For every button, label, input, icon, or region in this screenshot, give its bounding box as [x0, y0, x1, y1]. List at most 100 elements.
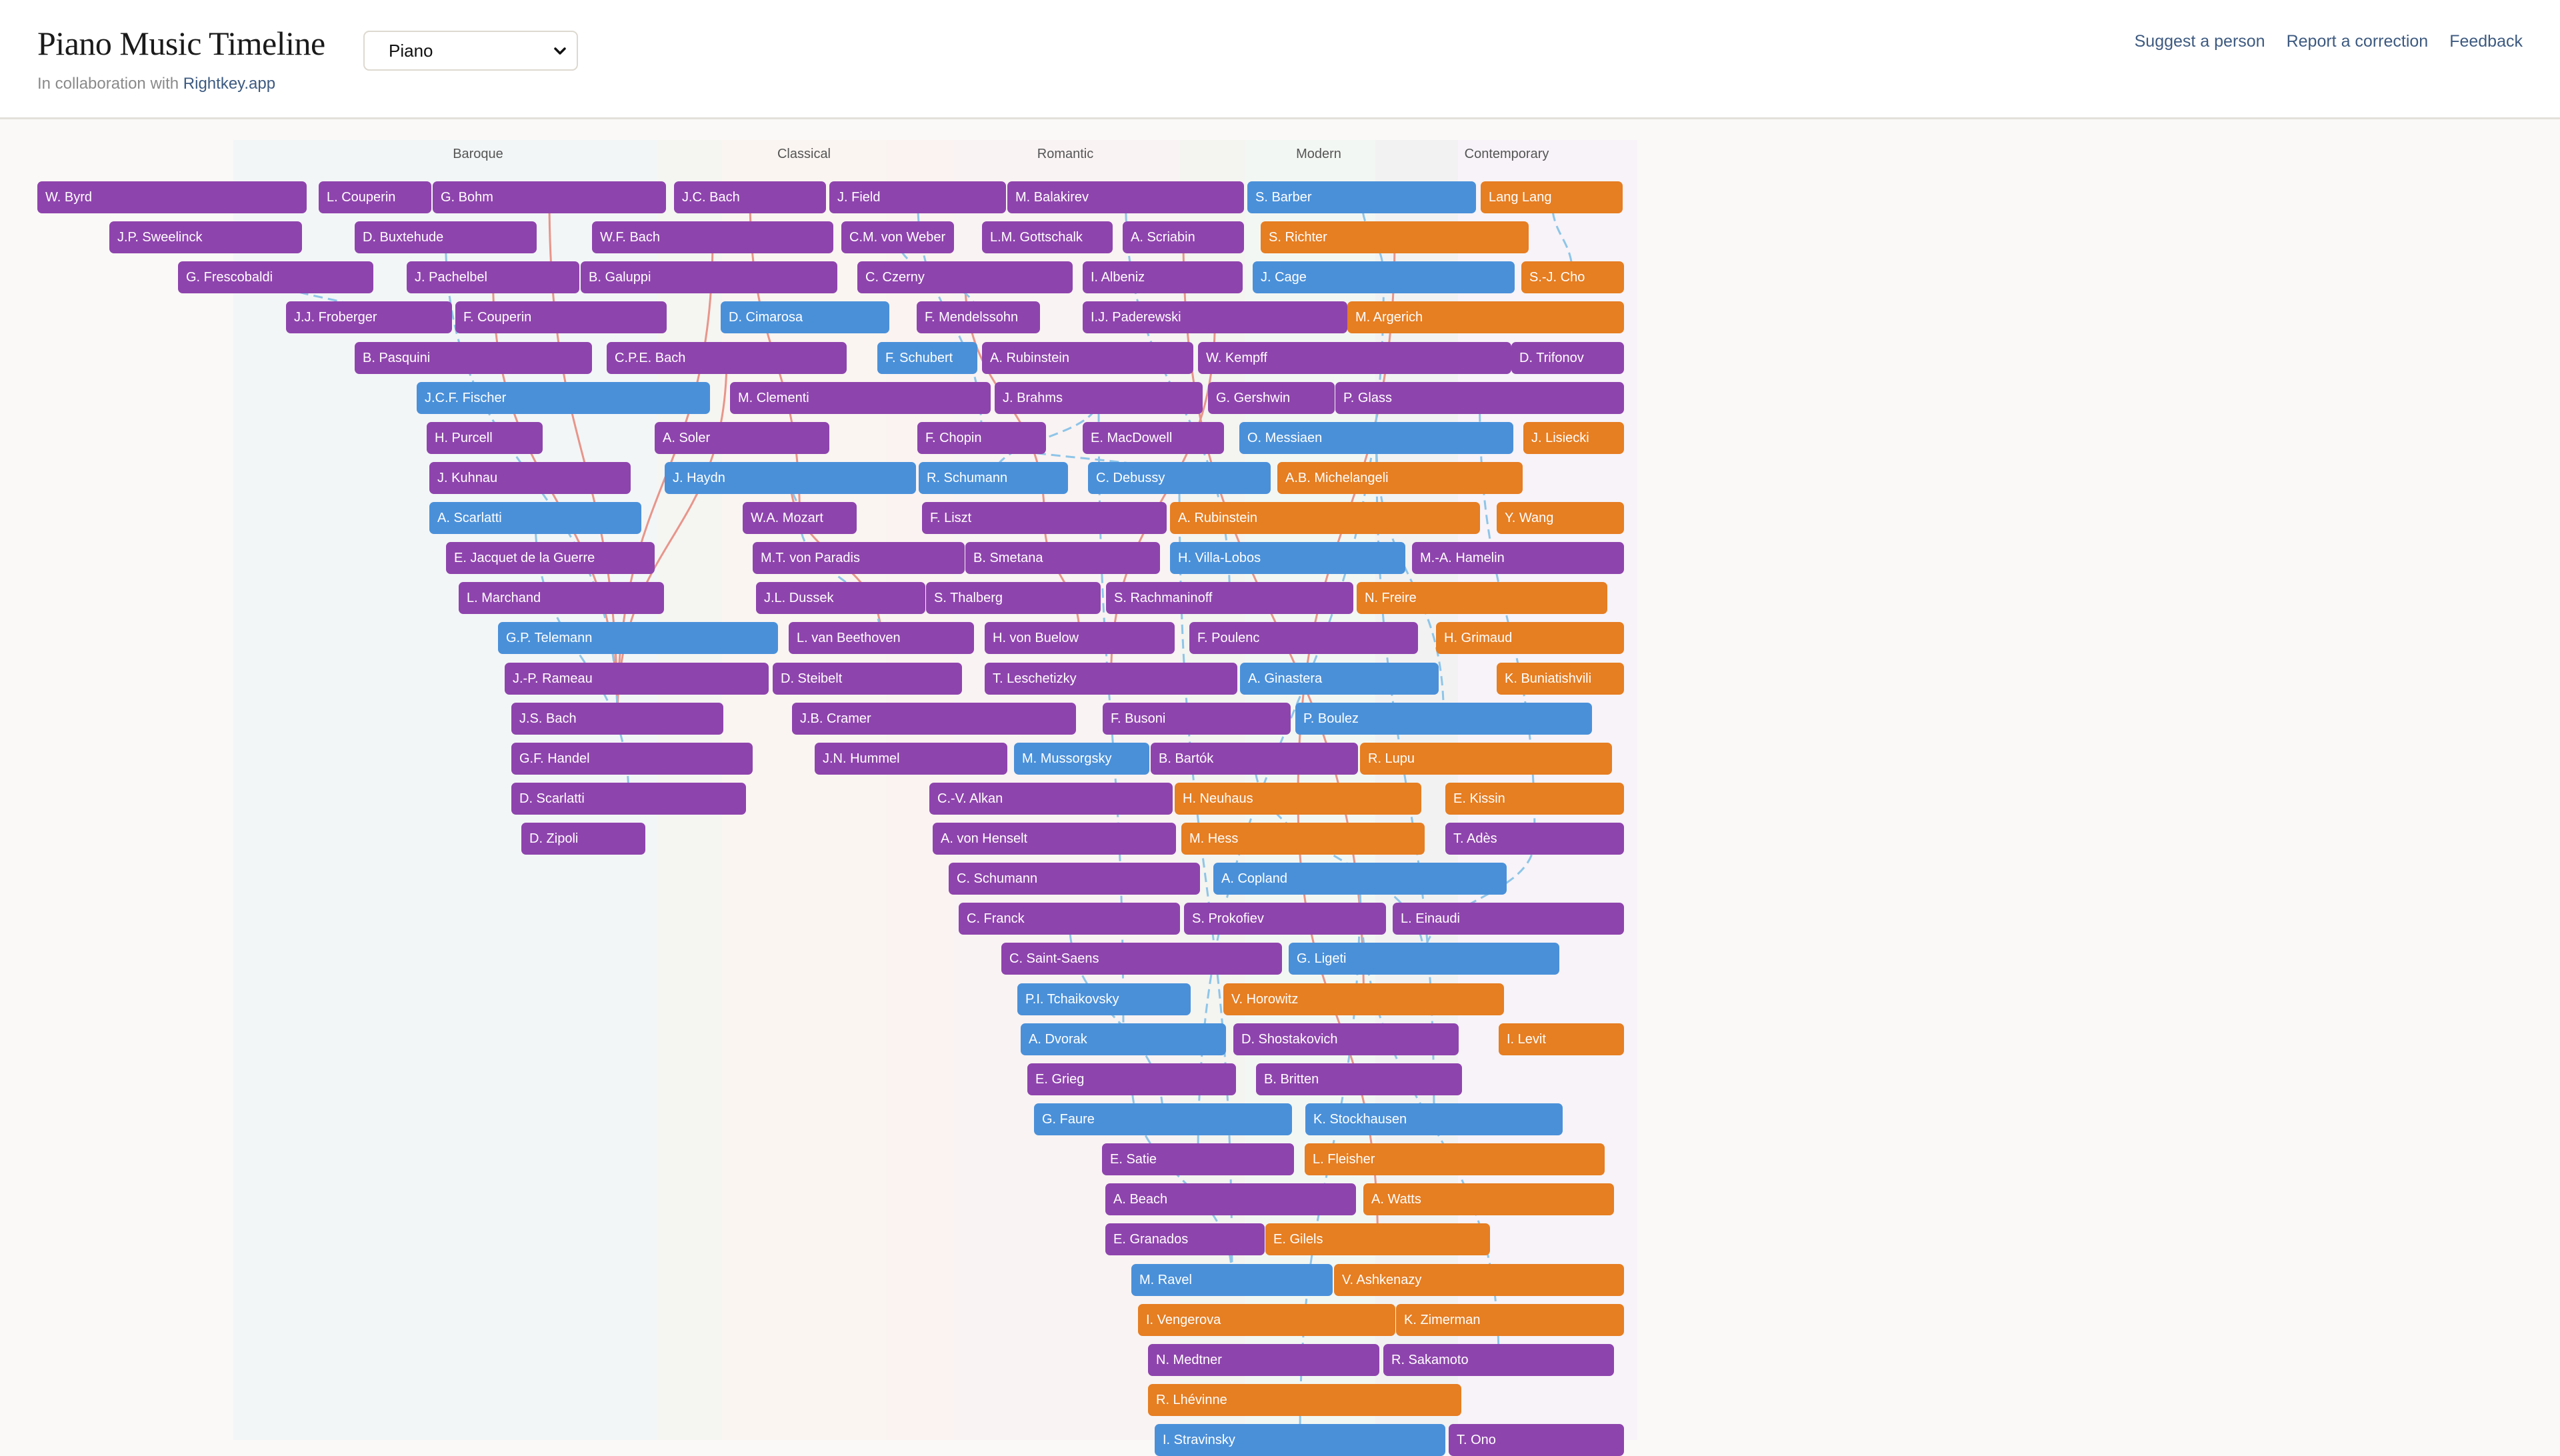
person-bar[interactable]: M. Mussorgsky [1014, 743, 1149, 775]
person-bar[interactable]: C. Schumann [949, 863, 1200, 895]
person-bar[interactable]: C. Debussy [1088, 462, 1271, 494]
person-bar[interactable]: B. Smetana [965, 542, 1160, 574]
person-bar[interactable]: A. Rubinstein [1170, 502, 1480, 534]
person-bar[interactable]: H. Grimaud [1436, 622, 1624, 654]
person-bar[interactable]: M. Argerich [1347, 301, 1624, 333]
person-bar[interactable]: I. Vengerova [1138, 1304, 1395, 1336]
person-bar[interactable]: J.C. Bach [674, 181, 826, 213]
person-bar[interactable]: W.A. Mozart [743, 502, 857, 534]
person-bar[interactable]: S. Barber [1247, 181, 1476, 213]
person-bar[interactable]: C. Saint-Saens [1001, 943, 1282, 975]
person-bar[interactable]: M. Ravel [1131, 1264, 1333, 1296]
person-bar[interactable]: O. Messiaen [1239, 422, 1513, 454]
person-bar[interactable]: F. Liszt [922, 502, 1167, 534]
person-bar[interactable]: E. Jacquet de la Guerre [446, 542, 655, 574]
person-bar[interactable]: M. Balakirev [1007, 181, 1244, 213]
person-bar[interactable]: R. Lhévinne [1148, 1384, 1461, 1416]
person-bar[interactable]: S. Richter [1261, 221, 1529, 253]
person-bar[interactable]: J.C.F. Fischer [417, 382, 710, 414]
person-bar[interactable]: D. Scarlatti [511, 783, 746, 815]
person-bar[interactable]: S.-J. Cho [1521, 261, 1624, 293]
person-bar[interactable]: S. Thalberg [926, 582, 1101, 614]
person-bar[interactable]: F. Poulenc [1189, 622, 1418, 654]
person-bar[interactable]: R. Schumann [919, 462, 1068, 494]
person-bar[interactable]: G. Frescobaldi [178, 261, 373, 293]
person-bar[interactable]: D. Buxtehude [355, 221, 537, 253]
person-bar[interactable]: T. Ono [1449, 1424, 1624, 1456]
person-bar[interactable]: E. Satie [1102, 1143, 1294, 1175]
person-bar[interactable]: Lang Lang [1481, 181, 1623, 213]
person-bar[interactable]: D. Steibelt [773, 663, 962, 695]
person-bar[interactable]: V. Horowitz [1223, 983, 1504, 1015]
person-bar[interactable]: K. Stockhausen [1305, 1103, 1563, 1135]
person-bar[interactable]: H. Villa-Lobos [1170, 542, 1405, 574]
person-bar[interactable]: P. Glass [1335, 382, 1624, 414]
person-bar[interactable]: A. Ginastera [1240, 663, 1439, 695]
person-bar[interactable]: P. Boulez [1295, 703, 1592, 735]
person-bar[interactable]: W. Byrd [37, 181, 307, 213]
person-bar[interactable]: T. Adès [1445, 823, 1624, 855]
person-bar[interactable]: A. Scarlatti [429, 502, 641, 534]
person-bar[interactable]: W.F. Bach [592, 221, 833, 253]
person-bar[interactable]: J.N. Hummel [815, 743, 1007, 775]
person-bar[interactable]: F. Schubert [877, 342, 977, 374]
person-bar[interactable]: M. Clementi [730, 382, 991, 414]
person-bar[interactable]: Y. Wang [1497, 502, 1624, 534]
person-bar[interactable]: F. Couperin [455, 301, 667, 333]
person-bar[interactable]: A.B. Michelangeli [1277, 462, 1523, 494]
person-bar[interactable]: D. Zipoli [521, 823, 645, 855]
person-bar[interactable]: C.M. von Weber [841, 221, 954, 253]
person-bar[interactable]: B. Pasquini [355, 342, 592, 374]
person-bar[interactable]: J. Pachelbel [407, 261, 579, 293]
person-bar[interactable]: E. MacDowell [1083, 422, 1224, 454]
person-bar[interactable]: L. Einaudi [1393, 903, 1624, 935]
person-bar[interactable]: J. Field [829, 181, 1006, 213]
person-bar[interactable]: I. Albeniz [1083, 261, 1243, 293]
person-bar[interactable]: A. Watts [1363, 1183, 1614, 1215]
person-bar[interactable]: E. Granados [1105, 1223, 1265, 1255]
person-bar[interactable]: E. Grieg [1027, 1063, 1236, 1095]
person-bar[interactable]: B. Bartók [1151, 743, 1358, 775]
person-bar[interactable]: G. Bohm [433, 181, 666, 213]
person-bar[interactable]: J.L. Dussek [756, 582, 925, 614]
person-bar[interactable]: D. Cimarosa [721, 301, 889, 333]
person-bar[interactable]: M. Hess [1181, 823, 1425, 855]
person-bar[interactable]: H. Purcell [427, 422, 543, 454]
person-bar[interactable]: R. Lupu [1360, 743, 1612, 775]
person-bar[interactable]: C. Franck [959, 903, 1180, 935]
person-bar[interactable]: N. Medtner [1148, 1344, 1379, 1376]
person-bar[interactable]: L. van Beethoven [789, 622, 974, 654]
person-bar[interactable]: L. Couperin [319, 181, 431, 213]
person-bar[interactable]: G. Ligeti [1289, 943, 1559, 975]
person-bar[interactable]: J. Haydn [665, 462, 916, 494]
person-bar[interactable]: N. Freire [1357, 582, 1607, 614]
person-bar[interactable]: A. Soler [655, 422, 829, 454]
person-bar[interactable]: G.F. Handel [511, 743, 753, 775]
person-bar[interactable]: I. Stravinsky [1155, 1424, 1445, 1456]
person-bar[interactable]: C. Czerny [857, 261, 1073, 293]
person-bar[interactable]: A. von Henselt [933, 823, 1176, 855]
person-bar[interactable]: A. Dvorak [1021, 1023, 1226, 1055]
person-bar[interactable]: K. Zimerman [1396, 1304, 1624, 1336]
person-bar[interactable]: L. Fleisher [1305, 1143, 1605, 1175]
person-bar[interactable]: M.-A. Hamelin [1412, 542, 1624, 574]
person-bar[interactable]: E. Gilels [1265, 1223, 1490, 1255]
person-bar[interactable]: J. Brahms [995, 382, 1203, 414]
person-bar[interactable]: J.P. Sweelinck [109, 221, 302, 253]
person-bar[interactable]: L.M. Gottschalk [982, 221, 1113, 253]
report-correction-link[interactable]: Report a correction [2286, 32, 2429, 51]
suggest-person-link[interactable]: Suggest a person [2134, 32, 2265, 51]
person-bar[interactable]: W. Kempff [1198, 342, 1511, 374]
person-bar[interactable]: M.T. von Paradis [753, 542, 965, 574]
person-bar[interactable]: B. Britten [1256, 1063, 1462, 1095]
person-bar[interactable]: A. Scriabin [1123, 221, 1244, 253]
person-bar[interactable]: J.-P. Rameau [505, 663, 769, 695]
person-bar[interactable]: F. Chopin [917, 422, 1046, 454]
person-bar[interactable]: L. Marchand [459, 582, 664, 614]
instrument-select[interactable]: Piano [363, 31, 578, 71]
feedback-link[interactable]: Feedback [2449, 32, 2523, 51]
person-bar[interactable]: D. Shostakovich [1233, 1023, 1459, 1055]
person-bar[interactable]: F. Mendelssohn [917, 301, 1040, 333]
person-bar[interactable]: R. Sakamoto [1383, 1344, 1614, 1376]
person-bar[interactable]: G. Faure [1034, 1103, 1292, 1135]
